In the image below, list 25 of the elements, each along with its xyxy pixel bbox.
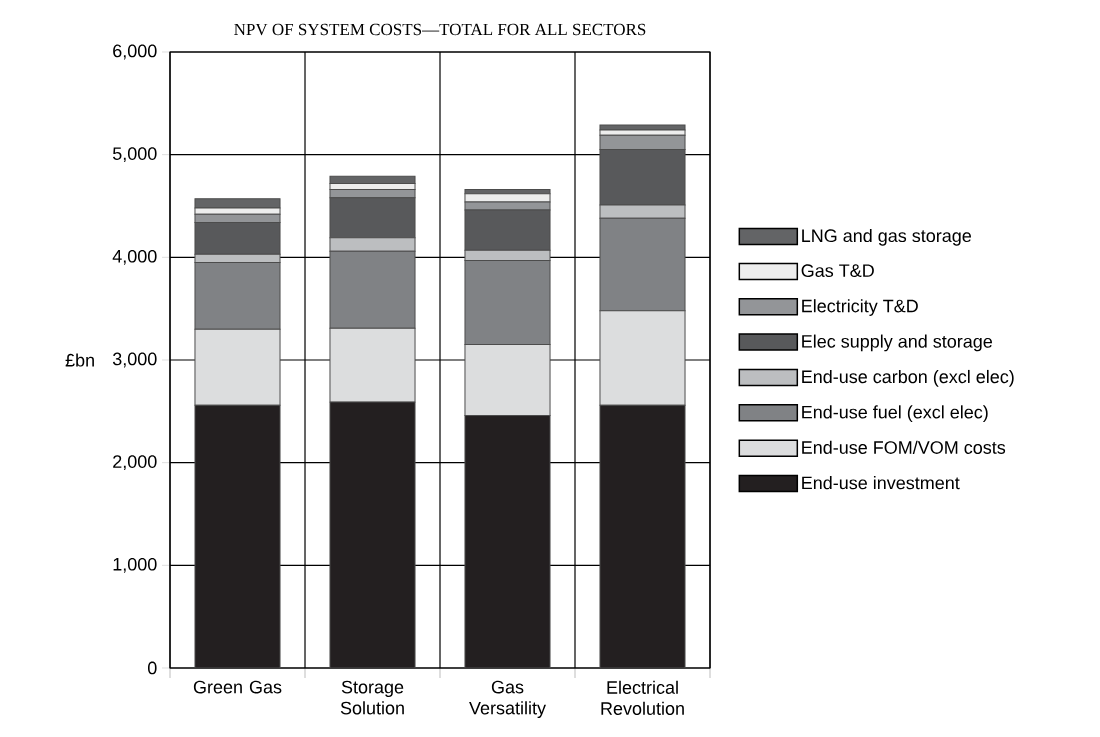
legend-label: LNG and gas storage [802, 228, 972, 246]
y-tick-label: 2,000 [113, 455, 157, 471]
x-tick-label: Green Gas [193, 680, 282, 694]
y-tick-label: 3,000 [112, 352, 157, 368]
y-axis-title: £bn [65, 353, 94, 367]
bar [599, 404, 686, 668]
x-tick-label: Gas Versatility [469, 680, 546, 719]
chart-title: NPV OF SYSTEM COSTS—TOTAL FOR ALL SECTORS [234, 23, 646, 36]
y-tick-label: 4,000 [112, 249, 157, 265]
y-tick-label: 6,000 [113, 44, 157, 60]
legend-label: End-use fuel (excl elec) [802, 405, 988, 423]
bar [329, 401, 416, 668]
legend-label: Electricity T&D [802, 299, 918, 316]
x-tick-label: Storage Solution [340, 680, 404, 715]
legend-label: Gas T&D [801, 264, 874, 277]
legend-label: End-use carbon (excl elec) [802, 369, 1014, 387]
bar [464, 414, 551, 668]
bar [194, 404, 281, 668]
y-tick-label: 5,000 [112, 147, 157, 163]
y-tick-label: 1,000 [113, 557, 157, 573]
x-tick-label: Electrical Revolution [601, 680, 684, 715]
legend-label: Elec supply and storage [802, 334, 993, 352]
legend-label: End-use FOM/VOM costs [802, 440, 1006, 454]
y-tick-label: 0 [147, 661, 157, 675]
legend-label: End-use investment [802, 476, 960, 490]
